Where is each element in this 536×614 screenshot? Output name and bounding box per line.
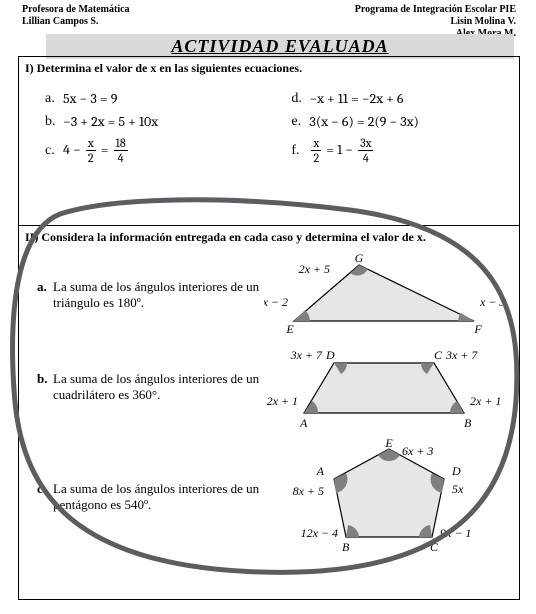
eq-f-num2: 3x [358, 136, 373, 151]
quad-figure: A B C D 3x + 7 3x + 7 2x + 1 2x + 1 [264, 343, 509, 431]
eq-c-den2: 4 [116, 151, 126, 165]
ang-B2: 2x + 1 [470, 394, 501, 408]
eq-c-lead: 4 − [63, 141, 81, 158]
section-2-box: II) Considera la información entregada e… [18, 226, 520, 600]
eq-f-den2: 4 [361, 151, 371, 165]
header-left: Profesora de Matemática Lillian Campos S… [22, 4, 130, 28]
bullet-b: b. [45, 114, 63, 130]
pt-F: F [473, 322, 482, 336]
row-a-desc: La suma de los ángulos interiores de un … [53, 279, 264, 311]
pt-B3: B [342, 540, 350, 554]
row-a: a. La suma de los ángulos interiores de … [19, 249, 519, 337]
pt-C3: C [430, 540, 439, 554]
eq-f: f. x 2 = 1 − 3x 4 [291, 136, 493, 165]
pt-E: E [285, 322, 294, 336]
eq-c-frac2: 18 4 [114, 136, 128, 165]
pt-B2: B [464, 416, 472, 430]
triangle-figure: G E F 2x + 5 x − 2 x − 3 [264, 253, 509, 337]
ang-C3: 9x − 1 [440, 526, 471, 540]
ang-C2: 3x + 7 [445, 348, 478, 362]
pt-D3: D [451, 464, 461, 478]
eq-c-num1: x [86, 136, 96, 151]
eq-c-expr: 4 − x 2 = 18 4 [63, 136, 130, 165]
ang-F: x − 3 [479, 295, 504, 309]
pt-D2: D [325, 348, 335, 362]
eq-b: b. −3 + 2x = 5 + 10x [45, 113, 291, 130]
page-root: Profesora de Matemática Lillian Campos S… [0, 0, 536, 614]
eq-f-expr: x 2 = 1 − 3x 4 [309, 136, 375, 165]
triangle-svg: G E F 2x + 5 x − 2 x − 3 [264, 253, 504, 337]
row-c-desc: La suma de los ángulos interiores de un … [53, 481, 264, 513]
bullet-2c: c. [37, 481, 53, 513]
bullet-f: f. [291, 143, 309, 159]
quad-svg: A B C D 3x + 7 3x + 7 2x + 1 2x + 1 [264, 343, 504, 431]
row-b: b. La suma de los ángulos interiores de … [19, 339, 519, 431]
eq-c-den1: 2 [86, 151, 96, 165]
eq-b-expr: −3 + 2x = 5 + 10x [63, 113, 158, 130]
eq-f-mid: = 1 − [326, 141, 353, 158]
eq-f-num1: x [311, 136, 321, 151]
eq-c-num2: 18 [114, 136, 128, 151]
ang-A2: 2x + 1 [266, 394, 297, 408]
eq-e-expr: 3(x − 6) = 2(9 − 3x) [309, 113, 418, 130]
ang-D3: 5x [452, 482, 464, 496]
row-b-text: b. La suma de los ángulos interiores de … [37, 371, 264, 403]
col-right: d. −x + 11 = −2x + 6 e. 3(x − 6) = 2(9 −… [291, 84, 493, 171]
ang-E: x − 2 [264, 295, 288, 309]
ang-A3: 8x + 5 [292, 484, 323, 498]
bullet-c: c. [45, 143, 63, 159]
teacher-label: Profesora de Matemática [22, 4, 130, 16]
pt-A2: A [299, 416, 308, 430]
eq-d: d. −x + 11 = −2x + 6 [291, 90, 493, 107]
program-label: Programa de Integración Escolar PIE [355, 4, 516, 16]
section-2-heading: II) Considera la información entregada e… [19, 226, 519, 245]
pentagon-svg: E A D B C 6x + 3 8x + 5 5x 12x − 4 9x − … [264, 437, 504, 557]
bullet-a: a. [45, 91, 63, 107]
eq-f-frac1: x 2 [311, 136, 321, 165]
ang-E3: 6x + 3 [402, 444, 433, 458]
ang-G: 2x + 5 [298, 262, 329, 276]
section-1-heading: I) Determina el valor de x en las siguie… [19, 57, 519, 76]
eq-c-frac1: x 2 [86, 136, 96, 165]
row-c-text: c. La suma de los ángulos interiores de … [37, 481, 264, 513]
eq-a: a. 5x − 3 = 9 [45, 90, 291, 107]
row-c: c. La suma de los ángulos interiores de … [19, 433, 519, 557]
bullet-2b: b. [37, 371, 53, 403]
pt-G: G [354, 253, 363, 265]
eq-c: c. 4 − x 2 = 18 4 [45, 136, 291, 165]
pentagon-figure: E A D B C 6x + 3 8x + 5 5x 12x − 4 9x − … [264, 437, 509, 557]
eq-a-expr: 5x − 3 = 9 [63, 90, 117, 107]
pt-C2: C [434, 348, 443, 362]
eq-f-frac2: 3x 4 [358, 136, 373, 165]
col-left: a. 5x − 3 = 9 b. −3 + 2x = 5 + 10x c. 4 … [45, 84, 291, 171]
bullet-d: d. [291, 91, 309, 107]
row-b-desc: La suma de los ángulos interiores de un … [53, 371, 264, 403]
ang-B3: 12x − 4 [300, 526, 337, 540]
eq-d-expr: −x + 11 = −2x + 6 [309, 90, 403, 107]
equations-grid: a. 5x − 3 = 9 b. −3 + 2x = 5 + 10x c. 4 … [19, 76, 519, 171]
bullet-e: e. [291, 114, 309, 130]
eq-e: e. 3(x − 6) = 2(9 − 3x) [291, 113, 493, 130]
pt-E3: E [384, 437, 393, 450]
teacher-name: Lillian Campos S. [22, 16, 130, 28]
bullet-2a: a. [37, 279, 53, 311]
eq-f-den1: 2 [311, 151, 321, 165]
row-a-text: a. La suma de los ángulos interiores de … [37, 279, 264, 311]
section-1-box: I) Determina el valor de x en las siguie… [18, 56, 520, 226]
name-1: Lisin Molina V. [355, 16, 516, 28]
ang-D2: 3x + 7 [289, 348, 322, 362]
pt-A3: A [315, 464, 324, 478]
